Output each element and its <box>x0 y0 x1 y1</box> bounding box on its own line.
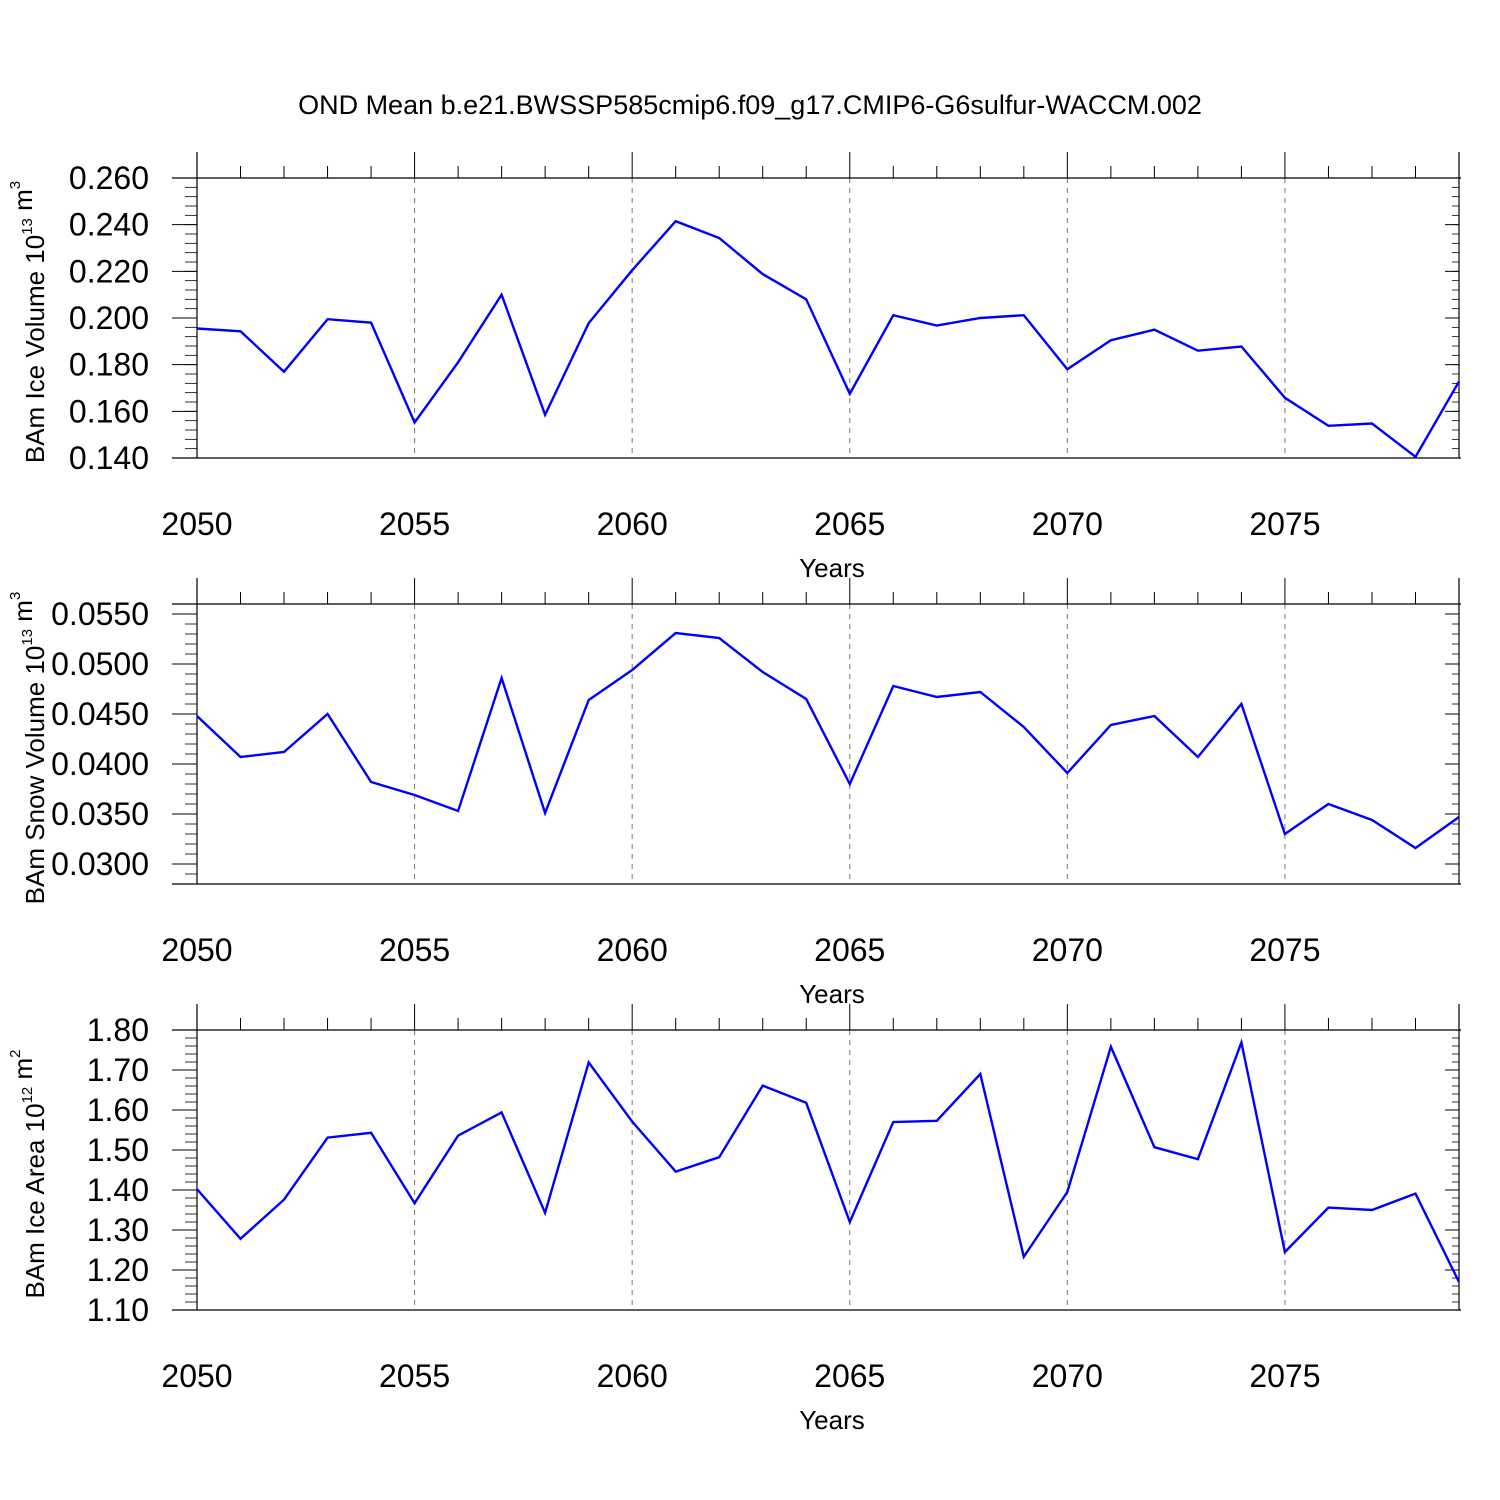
y-tick-label: 0.0350 <box>51 796 149 832</box>
x-tick-label: 2055 <box>379 932 450 968</box>
x-tick-label: 2075 <box>1249 932 1320 968</box>
x-tick-label: 2060 <box>597 506 668 542</box>
ice-volume-panel: 2050 2055 2060 2065 2070 2075 Years 0.140 0.160 0… <box>7 152 1461 583</box>
x-tick-label: 2075 <box>1249 1358 1320 1394</box>
x-axis-title: Years <box>799 1405 865 1435</box>
x-tick-label: 2060 <box>597 1358 668 1394</box>
x-tick-label: 2070 <box>1032 506 1103 542</box>
y-tick-label: 0.0300 <box>51 846 149 882</box>
y-tick-label: 0.260 <box>69 160 149 196</box>
y-tick-label: 1.70 <box>87 1052 149 1088</box>
y-tick-label: 0.140 <box>69 440 149 476</box>
x-axis-title: Years <box>799 553 865 583</box>
chart-title: OND Mean b.e21.BWSSP585cmip6.f09_g17.CMI… <box>298 90 1202 120</box>
data-series-line <box>196 631 1460 850</box>
ice-area-panel: 2050 2055 2060 2065 2070 2075 Years 1.10 1.20 1.3… <box>7 1004 1461 1435</box>
y-tick-label: 0.0550 <box>51 596 149 632</box>
y-axis-title: BAm Snow Volume 1013 m3 <box>7 592 50 905</box>
y-tick-label: 0.160 <box>69 393 149 429</box>
snow-volume-panel: 2050 2055 2060 2065 2070 2075 Years 0.0300 0.035… <box>7 578 1461 1009</box>
x-axis-title: Years <box>799 979 865 1009</box>
x-tick-label: 2050 <box>161 1358 232 1394</box>
x-tick-label: 2050 <box>161 932 232 968</box>
x-tick-label: 2060 <box>597 932 668 968</box>
x-tick-label: 2050 <box>161 506 232 542</box>
y-tick-label: 1.30 <box>87 1212 149 1248</box>
y-tick-label: 1.50 <box>87 1132 149 1168</box>
y-tick-label: 1.80 <box>87 1012 149 1048</box>
y-tick-label: 1.20 <box>87 1252 149 1288</box>
x-tick-label: 2065 <box>814 1358 885 1394</box>
y-tick-label: 0.0450 <box>51 696 149 732</box>
x-tick-label: 2070 <box>1032 1358 1103 1394</box>
x-tick-label: 2055 <box>379 506 450 542</box>
y-tick-label: 0.180 <box>69 347 149 383</box>
x-tick-label: 2065 <box>814 506 885 542</box>
y-tick-label: 1.10 <box>87 1292 149 1328</box>
x-tick-label: 2075 <box>1249 506 1320 542</box>
y-tick-label: 0.0500 <box>51 646 149 682</box>
data-series-line <box>196 219 1461 459</box>
y-tick-label: 1.40 <box>87 1172 149 1208</box>
y-axis-title: BAm Ice Area 1012 m2 <box>7 1049 50 1298</box>
x-tick-label: 2055 <box>379 1358 450 1394</box>
y-axis-title: BAm Ice Volume 1013 m3 <box>7 181 50 463</box>
x-tick-label: 2065 <box>814 932 885 968</box>
x-tick-label: 2070 <box>1032 932 1103 968</box>
y-tick-label: 0.220 <box>69 253 149 289</box>
data-series-line <box>196 1038 1461 1283</box>
y-tick-label: 0.0400 <box>51 746 149 782</box>
y-tick-label: 0.240 <box>69 207 149 243</box>
y-tick-label: 1.60 <box>87 1092 149 1128</box>
y-tick-label: 0.200 <box>69 300 149 336</box>
